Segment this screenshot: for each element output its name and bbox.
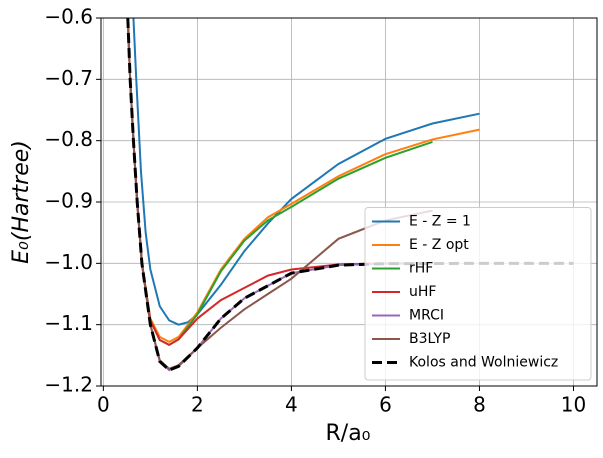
- x-tick-label: 6: [379, 393, 392, 417]
- legend-label: uHF: [409, 284, 436, 300]
- legend-label: rHF: [409, 261, 433, 277]
- x-tick-label: 8: [473, 393, 486, 417]
- legend-label: B3LYP: [409, 331, 450, 347]
- x-axis-label: R/a₀: [326, 421, 371, 446]
- x-tick-label: 4: [285, 393, 298, 417]
- legend: E - Z = 1 E - Z opt rHF uHF MRCI B3LYP Kolos a…: [364, 207, 592, 381]
- y-tick-label: −0.8: [44, 127, 93, 151]
- y-tick-label: −0.7: [44, 66, 93, 90]
- legend-label: E - Z = 1: [409, 214, 471, 230]
- legend-label: E - Z opt: [409, 237, 469, 253]
- series-line: [126, 18, 574, 372]
- plot-area: [126, 18, 574, 372]
- legend-label: MRCI: [409, 308, 444, 324]
- y-tick-label: −0.9: [44, 189, 93, 213]
- legend-label: Kolos and Wolniewicz: [409, 355, 558, 371]
- x-tick-label: 2: [191, 393, 204, 417]
- y-tick-label: −1.1: [44, 311, 93, 335]
- y-tick-label: −1.2: [44, 373, 93, 397]
- legend-box: [364, 207, 592, 381]
- y-tick-label: −0.6: [44, 5, 93, 29]
- y-axis-label: E₀(Hartree): [9, 140, 34, 264]
- plot-frame: [100, 17, 598, 387]
- y-tick-label: −1.0: [44, 250, 93, 274]
- x-tick-label: 0: [97, 393, 110, 417]
- x-tick-label: 10: [561, 393, 586, 417]
